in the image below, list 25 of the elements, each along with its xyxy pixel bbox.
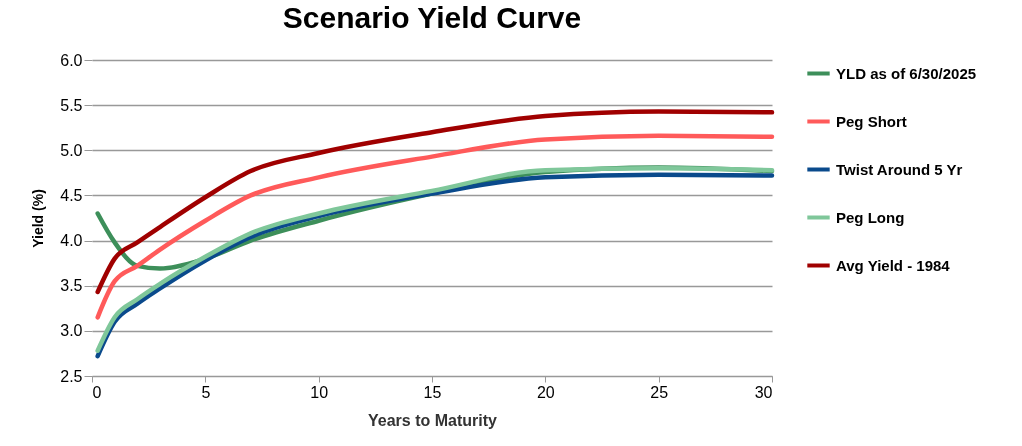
x-tick-label: 15 — [423, 383, 442, 401]
x-tick-label: 0 — [92, 383, 102, 401]
y-tick-label: 3.0 — [60, 322, 83, 340]
x-tick-label: 10 — [310, 383, 329, 401]
y-tick-label: 5.0 — [60, 141, 83, 159]
y-axis-title: Yield (%) — [30, 189, 47, 248]
chart-title: Scenario Yield Curve — [282, 1, 582, 34]
legend-label: Peg Short — [836, 112, 907, 130]
legend-label: Peg Long — [836, 208, 905, 226]
legend-label: Avg Yield - 1984 — [836, 256, 951, 274]
y-tick-label: 5.5 — [60, 96, 83, 114]
x-tick-label: 25 — [650, 383, 669, 401]
y-tick-label: 4.0 — [60, 232, 83, 250]
line-series — [95, 133, 775, 320]
x-tick-label: 5 — [201, 383, 211, 401]
x-tick-label: 30 — [754, 383, 773, 401]
y-tick-label: 6.0 — [60, 51, 83, 69]
y-tick-label: 4.5 — [60, 186, 83, 204]
x-tick-label: 20 — [536, 383, 555, 401]
x-axis-title: Years to Maturity — [368, 411, 498, 429]
line-series — [95, 109, 775, 295]
y-tick-label: 3.5 — [60, 277, 83, 295]
legend-label: YLD as of 6/30/2025 — [836, 64, 977, 82]
legend-label: Twist Around 5 Yr — [836, 160, 963, 178]
y-tick-label: 2.5 — [60, 367, 83, 385]
